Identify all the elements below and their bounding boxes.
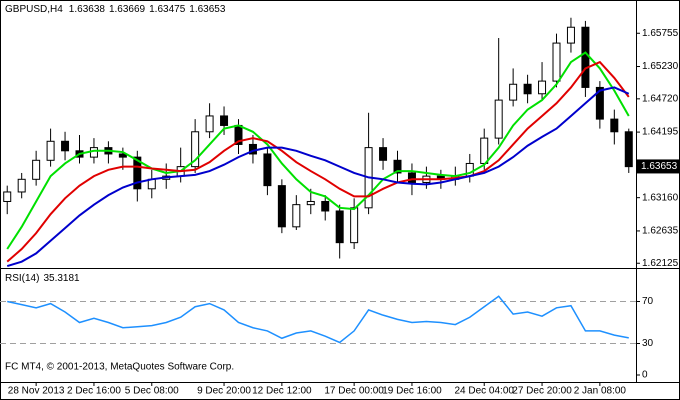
candle-body <box>379 147 388 161</box>
x-tick-label: 9 Dec 20:00 <box>197 386 251 397</box>
y-tick-label: 0 <box>642 370 648 381</box>
x-tick-label: 2 Dec 16:00 <box>67 386 121 397</box>
header-value: 1.63475 <box>149 4 186 15</box>
price-plot <box>3 17 633 268</box>
y-tick-label: 1.64720 <box>642 93 679 104</box>
rsi-line <box>7 295 629 344</box>
candle-body <box>494 99 503 139</box>
x-tick-label: 19 Dec 16:00 <box>382 386 442 397</box>
y-tick-label: 1.65755 <box>642 28 679 39</box>
y-tick-label: 1.63160 <box>642 192 679 203</box>
candle-body <box>335 210 344 244</box>
candle-body <box>191 131 200 168</box>
x-tick-label: 24 Dec 04:00 <box>454 386 514 397</box>
candle-body <box>321 200 330 212</box>
x-tick-label: 2 Jan 08:00 <box>574 386 627 397</box>
candle-body <box>523 83 532 95</box>
rsi-value: 35.3181 <box>43 273 80 284</box>
candle-body <box>61 140 70 152</box>
y-tick-label: 1.65230 <box>642 61 679 72</box>
header: GBPUSD,H4 1.63638 1.63669 1.63475 1.63653 <box>5 4 226 15</box>
candle-body <box>581 26 590 88</box>
candle-body <box>624 131 633 168</box>
y-tick-label: 70 <box>642 296 654 307</box>
x-tick-label: 17 Dec 00:00 <box>324 386 384 397</box>
x-tick-label: 28 Nov 2013 <box>8 386 65 397</box>
candle-body <box>480 137 489 164</box>
symbol: GBPUSD,H4 <box>5 4 63 15</box>
candle-body <box>538 80 547 95</box>
current-price-label: 1.63653 <box>641 161 678 172</box>
x-tick-label: 5 Dec 08:00 <box>125 386 179 397</box>
candle-body <box>118 153 127 158</box>
candle-body <box>552 42 561 82</box>
candle-body <box>205 115 214 133</box>
candle-body <box>89 147 98 158</box>
candle-body <box>306 200 315 206</box>
candle-body <box>393 159 402 174</box>
candle-body <box>292 204 301 228</box>
candle-body <box>17 178 26 193</box>
rsi-title: RSI(14) <box>5 273 39 284</box>
candle-body <box>263 153 272 187</box>
candle-body <box>407 172 416 183</box>
candle-body <box>3 191 12 202</box>
candle-body <box>46 140 55 161</box>
rsi-header: RSI(14) 35.3181 <box>5 273 80 284</box>
candle-body <box>509 83 518 101</box>
x-tick-label: 27 Dec 20:00 <box>512 386 572 397</box>
candle-body <box>595 86 604 120</box>
y-tick-label: 30 <box>642 338 654 349</box>
x-tick-label: 12 Dec 12:00 <box>252 386 312 397</box>
rsi-plot <box>0 295 636 344</box>
watermark: FC MT4, © 2001-2013, MetaQuotes Software… <box>5 362 234 373</box>
moving-average <box>6 60 630 263</box>
candle-body <box>610 118 619 133</box>
candle-body <box>133 156 142 190</box>
header-value: 1.63653 <box>189 4 226 15</box>
candle-body <box>566 26 575 44</box>
y-tick-label: 1.64195 <box>642 127 679 138</box>
header-value: 1.63638 <box>69 4 106 15</box>
candle-body <box>220 115 229 126</box>
candle-body <box>277 185 286 228</box>
current-price-box <box>637 159 680 174</box>
y-tick-label: 1.62125 <box>642 258 679 269</box>
candle-body <box>32 159 41 180</box>
header-value: 1.63669 <box>109 4 146 15</box>
moving-average <box>6 86 630 268</box>
y-tick-label: 1.62635 <box>642 226 679 237</box>
candle-body <box>350 207 359 244</box>
moving-average <box>6 51 630 250</box>
